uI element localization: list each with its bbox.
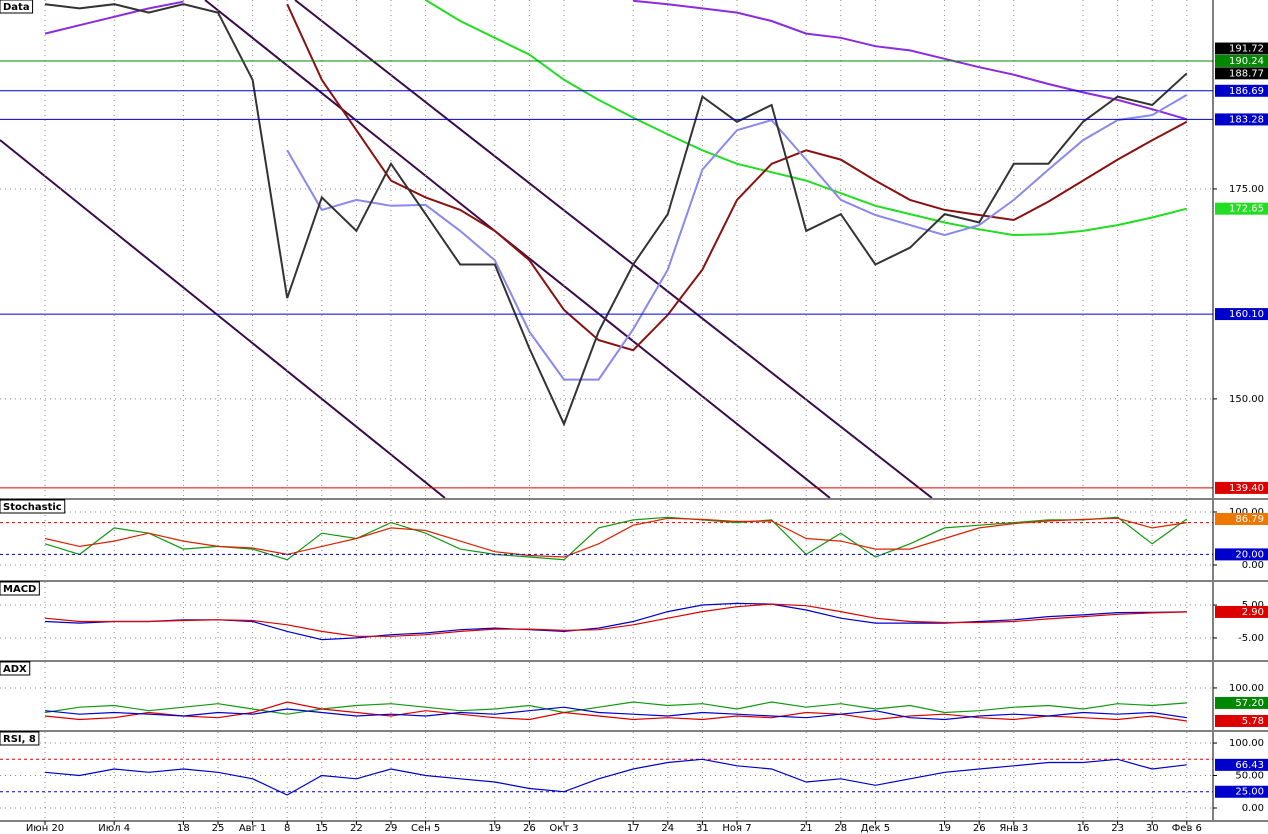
title-box	[0, 499, 66, 514]
x-tick-label: 17	[627, 823, 640, 834]
channel-line	[294, 0, 933, 498]
y-tick-label: 100.00	[1229, 507, 1264, 518]
marker-box	[1215, 481, 1268, 494]
x-tick-label: 16	[1077, 823, 1090, 834]
x-tick-label: Фев 6	[1172, 823, 1202, 834]
x-tick-label: Июн 20	[26, 823, 64, 834]
panel-title: MACD	[3, 584, 36, 595]
marker-label: 5.78	[1242, 716, 1264, 727]
marker-label: 172.65	[1229, 204, 1264, 215]
marker-label: 160.10	[1229, 309, 1264, 320]
marker-box	[1215, 605, 1268, 618]
x-tick-label: 24	[661, 823, 674, 834]
plot	[44, 701, 1187, 722]
marker-label: 2.90	[1242, 607, 1264, 618]
y-tick-label: 175.00	[1229, 184, 1264, 195]
x-tick-label: 18	[177, 823, 190, 834]
x-tick-label: 28	[834, 823, 847, 834]
panel-title: ADX	[3, 664, 27, 675]
marker-label: 20.00	[1235, 549, 1264, 560]
series-line	[44, 603, 1187, 637]
x-tick-label: Сен 5	[411, 823, 440, 834]
marker-box	[1215, 785, 1268, 798]
marker-box	[1215, 714, 1268, 727]
y-tick-label: 100.00	[1229, 683, 1264, 694]
panel-title: RSI, 8	[3, 734, 36, 745]
x-tick-label: Ноя 7	[722, 823, 751, 834]
plot	[44, 602, 1187, 641]
x-tick-label: 19	[488, 823, 501, 834]
channel-line	[0, 139, 446, 498]
marker-label: 188.77	[1229, 68, 1264, 79]
x-tick-label: 26	[523, 823, 536, 834]
x-tick-label: 23	[1111, 823, 1124, 834]
series-line	[44, 701, 1187, 715]
title-box	[0, 581, 40, 596]
marker-label: 25.00	[1235, 787, 1264, 798]
y-tick-label: 0.00	[1242, 560, 1264, 571]
x-tick-label: 8	[284, 823, 290, 834]
x-tick-label: 15	[315, 823, 328, 834]
y-tick-label: 50.00	[1235, 771, 1264, 782]
marker-box	[1215, 67, 1268, 80]
y-tick-label: 150.00	[1229, 394, 1264, 405]
marker-label: 66.43	[1235, 760, 1264, 771]
series-line	[286, 94, 1188, 381]
x-tick-label: Авг 1	[239, 823, 267, 834]
x-tick-label: 30	[1146, 823, 1159, 834]
x-tick-label: Июл 4	[98, 823, 130, 834]
title-box	[0, 661, 31, 676]
marker-box	[1215, 113, 1268, 126]
y-tick-label: 0.00	[1242, 803, 1264, 814]
series-line	[286, 3, 1188, 352]
series-line	[44, 706, 1187, 721]
series-line	[44, 701, 1187, 722]
marker-label: 186.69	[1229, 86, 1264, 97]
marker-label: 57.20	[1235, 698, 1264, 709]
marker-label: 190.24	[1229, 56, 1264, 67]
marker-label: 86.79	[1235, 514, 1264, 525]
x-tick-label: 21	[800, 823, 813, 834]
marker-box	[1215, 202, 1268, 215]
series-line	[44, 758, 1187, 796]
series-line	[44, 3, 1188, 427]
marker-label: 139.40	[1229, 483, 1264, 494]
x-tick-label: Дек 5	[861, 823, 891, 834]
y-tick-label: 100.00	[1229, 738, 1264, 749]
x-tick-label: 22	[350, 823, 363, 834]
x-tick-label: 25	[212, 823, 225, 834]
plot	[44, 0, 1188, 427]
plot	[44, 516, 1188, 561]
marker-box	[1215, 84, 1268, 97]
y-tick-label: -5.00	[1238, 633, 1264, 644]
marker-box	[1215, 548, 1268, 561]
marker-box	[1215, 54, 1268, 67]
series-line	[44, 517, 1187, 558]
x-tick-label: 26	[973, 823, 986, 834]
x-tick-label: Окт 3	[549, 823, 578, 834]
series-line	[425, 0, 1188, 237]
y-tick-label: 5.00	[1242, 600, 1264, 611]
x-tick-label: Янв 3	[999, 823, 1028, 834]
panel-title: Stochastic	[3, 502, 62, 513]
x-tick-label: 29	[385, 823, 398, 834]
title-box	[0, 0, 34, 14]
plot	[44, 758, 1187, 796]
panel-title: Data	[3, 2, 30, 13]
x-tick-label: 19	[938, 823, 951, 834]
marker-box	[1215, 696, 1268, 709]
marker-label: 183.28	[1229, 114, 1264, 125]
marker-box	[1215, 42, 1268, 55]
marker-label: 191.72	[1229, 44, 1264, 55]
marker-box	[1215, 512, 1268, 525]
marker-box	[1215, 758, 1268, 771]
marker-box	[1215, 308, 1268, 321]
x-tick-label: 31	[696, 823, 709, 834]
title-box	[0, 731, 40, 746]
series-line	[44, 0, 1188, 121]
